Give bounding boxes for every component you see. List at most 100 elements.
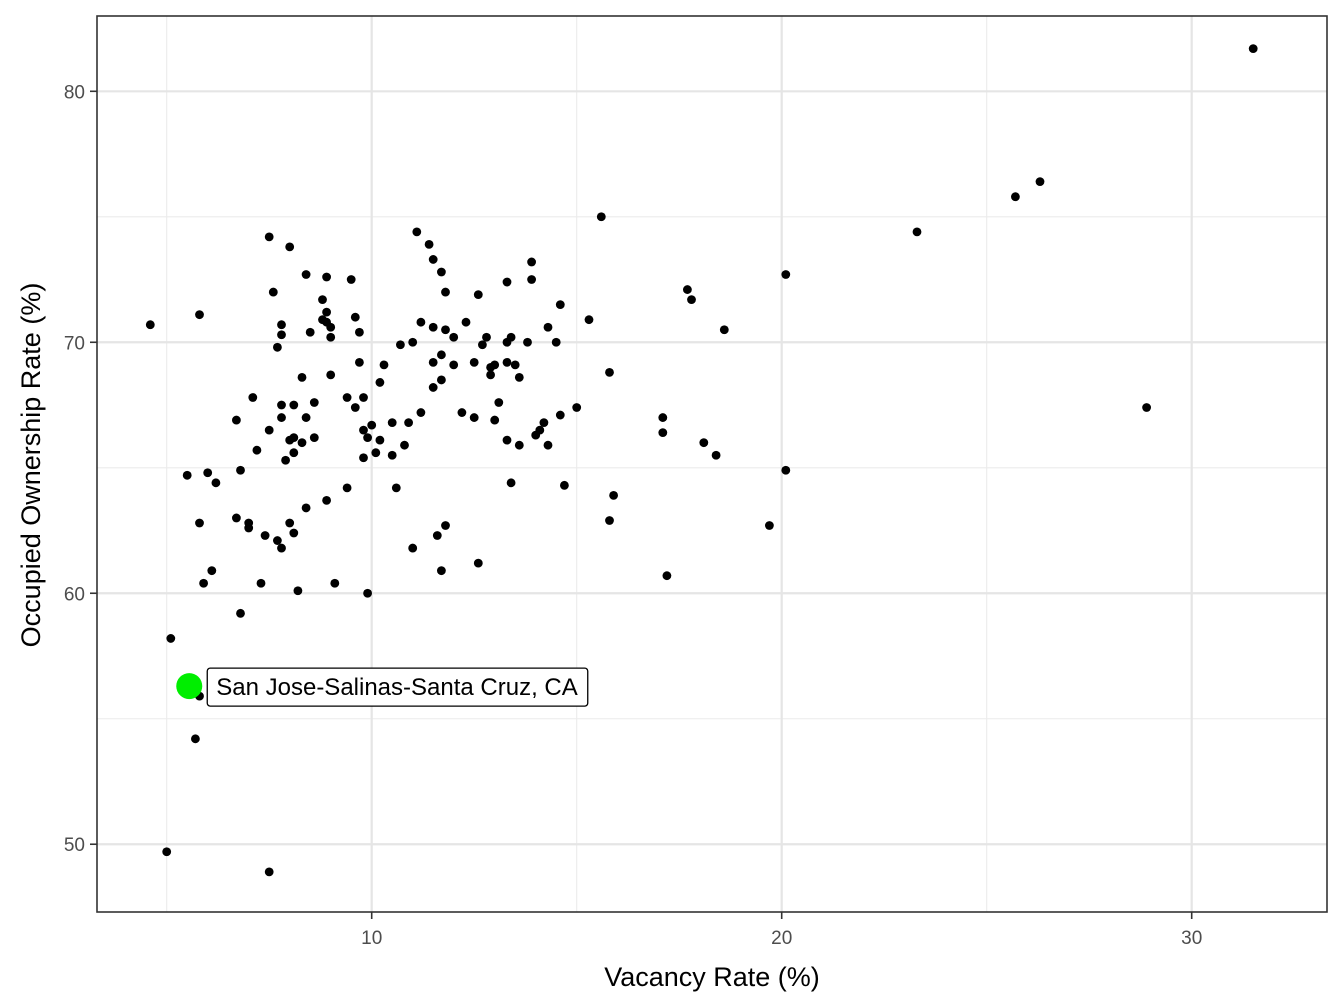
data-point bbox=[408, 543, 418, 553]
x-axis-title: Vacancy Rate (%) bbox=[604, 962, 820, 992]
data-point bbox=[387, 418, 397, 427]
data-point bbox=[572, 403, 582, 412]
data-point bbox=[449, 360, 459, 370]
data-point bbox=[207, 566, 217, 576]
data-point bbox=[473, 290, 483, 299]
highlight-label-box bbox=[206, 667, 589, 707]
data-point bbox=[510, 360, 520, 370]
data-point bbox=[379, 360, 389, 370]
data-point bbox=[264, 425, 274, 435]
data-point bbox=[346, 275, 356, 284]
data-point bbox=[256, 578, 266, 588]
x-axis-ticks: 10 20 30 bbox=[361, 912, 1202, 949]
data-point bbox=[277, 330, 286, 340]
data-point bbox=[359, 453, 368, 463]
data-point bbox=[781, 465, 791, 475]
data-point bbox=[268, 287, 278, 297]
data-point bbox=[408, 337, 418, 347]
data-point bbox=[363, 588, 372, 598]
data-point bbox=[162, 847, 172, 857]
data-point bbox=[199, 578, 209, 588]
data-point bbox=[145, 320, 155, 330]
data-point bbox=[359, 425, 368, 435]
data-point bbox=[687, 295, 696, 305]
data-point bbox=[560, 480, 569, 490]
y-tick-label: 60 bbox=[64, 584, 85, 605]
data-point bbox=[441, 325, 450, 335]
data-point bbox=[391, 483, 401, 493]
data-point bbox=[437, 350, 446, 360]
x-tick-label: 20 bbox=[771, 928, 792, 949]
major-gridlines bbox=[97, 16, 1327, 912]
data-point bbox=[289, 433, 299, 443]
data-point bbox=[342, 393, 352, 402]
data-point bbox=[428, 255, 438, 264]
y-tick-label: 80 bbox=[64, 82, 85, 103]
data-point bbox=[543, 440, 553, 450]
data-point bbox=[781, 270, 791, 279]
data-point bbox=[424, 239, 434, 249]
y-axis-ticks: 50 60 70 80 bbox=[64, 82, 97, 856]
data-point bbox=[658, 413, 668, 422]
data-point bbox=[387, 450, 397, 460]
data-point bbox=[301, 503, 311, 513]
data-point bbox=[309, 398, 319, 407]
data-point bbox=[683, 285, 692, 294]
data-point bbox=[273, 536, 282, 545]
data-point bbox=[494, 398, 504, 407]
data-point bbox=[203, 468, 213, 478]
data-point bbox=[195, 310, 204, 320]
data-point bbox=[486, 362, 495, 372]
y-axis-title: Occupied Ownership Rate (%) bbox=[16, 283, 46, 648]
data-point bbox=[326, 332, 336, 342]
data-point bbox=[297, 373, 307, 382]
data-point bbox=[699, 438, 709, 448]
data-point bbox=[273, 342, 282, 352]
data-point bbox=[400, 440, 409, 450]
data-point bbox=[437, 267, 446, 277]
data-point bbox=[264, 867, 274, 877]
data-point bbox=[486, 370, 495, 380]
data-point bbox=[301, 270, 311, 279]
data-point bbox=[469, 413, 479, 422]
data-point bbox=[551, 337, 561, 347]
data-point bbox=[236, 608, 245, 618]
data-point bbox=[232, 513, 241, 523]
data-point bbox=[609, 490, 618, 500]
data-point bbox=[605, 516, 614, 525]
data-point bbox=[289, 400, 299, 410]
data-point bbox=[1248, 44, 1258, 54]
data-point bbox=[428, 322, 438, 332]
data-point bbox=[363, 433, 372, 443]
data-point bbox=[289, 448, 299, 458]
data-point bbox=[514, 373, 524, 382]
data-point bbox=[428, 383, 438, 392]
data-point bbox=[322, 307, 331, 317]
data-point bbox=[449, 332, 459, 342]
data-point bbox=[543, 322, 553, 332]
x-tick-label: 10 bbox=[361, 928, 382, 949]
data-point bbox=[309, 433, 319, 443]
minor-gridlines bbox=[97, 16, 1327, 912]
data-point bbox=[236, 465, 245, 475]
data-point bbox=[523, 337, 532, 347]
data-point bbox=[490, 415, 500, 425]
data-point bbox=[322, 272, 331, 282]
data-point bbox=[322, 495, 331, 505]
data-point bbox=[244, 523, 254, 533]
data-point bbox=[211, 478, 221, 488]
data-point bbox=[375, 435, 385, 445]
data-point bbox=[596, 212, 606, 222]
data-point bbox=[502, 337, 512, 347]
data-point bbox=[1011, 192, 1020, 202]
data-point bbox=[1142, 403, 1151, 412]
data-point bbox=[482, 332, 491, 342]
data-point bbox=[359, 393, 368, 402]
data-point bbox=[441, 521, 450, 530]
data-point bbox=[318, 295, 327, 305]
data-point bbox=[277, 413, 286, 422]
y-tick-label: 70 bbox=[64, 333, 85, 354]
highlight-label: San Jose-Salinas-Santa Cruz, CA bbox=[216, 674, 578, 701]
data-point bbox=[531, 430, 541, 440]
